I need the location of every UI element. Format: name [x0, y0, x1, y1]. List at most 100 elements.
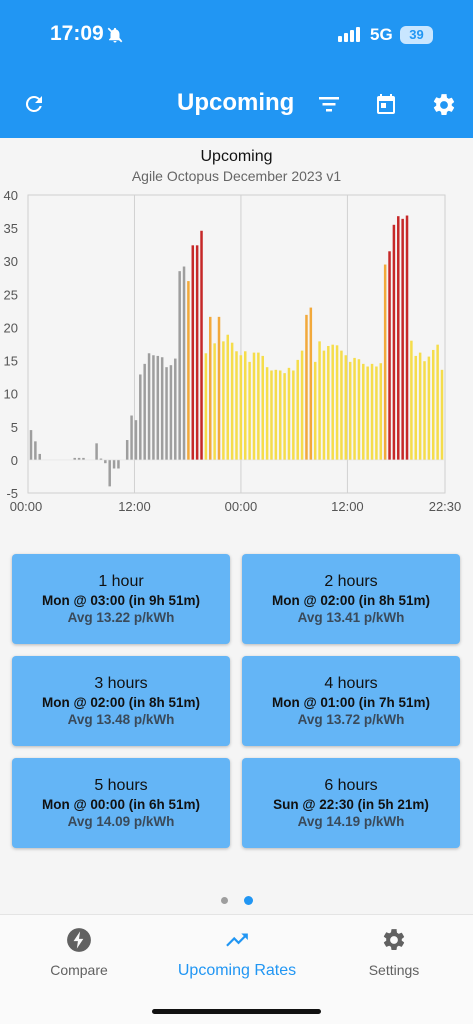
settings-gear-icon[interactable]	[431, 92, 457, 123]
chart-bar	[379, 363, 383, 460]
trending-up-icon	[158, 927, 316, 958]
chart-bar	[174, 358, 177, 460]
x-tick-label: 00:00	[10, 499, 43, 514]
chart-bar	[182, 266, 186, 460]
nav-upcoming-rates[interactable]: Upcoming Rates	[158, 927, 316, 980]
x-tick-label: 22:30	[429, 499, 462, 514]
chart-bar	[274, 369, 278, 460]
chart-bar	[427, 356, 431, 460]
nav-upcoming-label: Upcoming Rates	[177, 962, 297, 979]
chart-bar	[117, 459, 120, 469]
chart-bar	[134, 420, 138, 460]
chart-bar	[261, 355, 264, 460]
chart-bar	[270, 370, 273, 460]
page-dot-1[interactable]	[221, 897, 228, 904]
chart-bar	[77, 457, 81, 460]
card-average-price: Avg 14.09 p/kWh	[67, 814, 175, 829]
chart-bar	[265, 367, 269, 460]
chart-bar	[366, 366, 369, 460]
card-start-time: Mon @ 02:00 (in 8h 51m)	[42, 695, 200, 710]
chart-bar	[248, 361, 251, 460]
chart-bar	[375, 366, 378, 460]
chart-bar	[195, 245, 199, 460]
chart-bar	[340, 350, 343, 460]
filter-icon[interactable]	[317, 92, 341, 121]
chart-bar	[226, 334, 230, 460]
chart-bar	[305, 314, 308, 460]
chart-bar	[370, 363, 374, 460]
page-title: Upcoming	[177, 89, 295, 116]
chart-bar	[156, 355, 160, 460]
nav-settings[interactable]: Settings	[315, 927, 473, 978]
calendar-icon[interactable]	[374, 92, 398, 121]
window-card-1h[interactable]: 1 hour Mon @ 03:00 (in 9h 51m) Avg 13.22…	[12, 554, 230, 644]
chart-bar	[230, 342, 234, 460]
home-indicator	[152, 1009, 321, 1014]
window-card-6h[interactable]: 6 hours Sun @ 22:30 (in 5h 21m) Avg 14.1…	[242, 758, 460, 848]
chart-bar	[414, 355, 418, 460]
lightning-icon	[0, 927, 158, 958]
chart-bar	[383, 264, 387, 460]
x-tick-label: 12:00	[118, 499, 151, 514]
chart-bar	[165, 367, 168, 460]
chart-bar	[222, 341, 225, 460]
chart-bar	[309, 307, 313, 460]
y-tick-label: -5	[6, 486, 18, 501]
y-tick-label: 10	[4, 387, 18, 402]
chart-bar	[353, 357, 356, 460]
card-average-price: Avg 13.72 p/kWh	[297, 712, 405, 727]
bell-muted-icon	[106, 26, 124, 49]
card-start-time: Mon @ 01:00 (in 7h 51m)	[272, 695, 430, 710]
status-bar: 17:09 5G 39	[0, 0, 473, 70]
chart-bar	[169, 365, 173, 460]
chart-bar	[392, 224, 396, 460]
chart-bar	[331, 344, 334, 460]
chart-bar	[130, 415, 133, 460]
chart-bar	[112, 459, 116, 469]
card-average-price: Avg 13.41 p/kWh	[297, 610, 405, 625]
chart-bar	[209, 316, 212, 460]
card-average-price: Avg 13.48 p/kWh	[67, 712, 175, 727]
chart-bar	[405, 215, 409, 460]
window-card-2h[interactable]: 2 hours Mon @ 02:00 (in 8h 51m) Avg 13.4…	[242, 554, 460, 644]
chart-bar	[296, 359, 299, 460]
card-duration: 5 hours	[94, 777, 148, 794]
chart-bar	[423, 361, 426, 460]
chart-bar	[418, 352, 422, 460]
chart-bar	[108, 459, 111, 487]
chart-bar	[432, 349, 435, 460]
chart-bar	[257, 352, 260, 460]
chart-bar	[73, 457, 76, 460]
page-dot-2-active[interactable]	[244, 896, 253, 905]
signal-icon	[338, 27, 360, 42]
y-tick-label: 20	[4, 320, 18, 335]
refresh-icon[interactable]	[22, 92, 46, 121]
nav-compare[interactable]: Compare	[0, 927, 158, 978]
chart-bar	[213, 343, 216, 460]
card-start-time: Mon @ 03:00 (in 9h 51m)	[42, 593, 200, 608]
network-type: 5G	[370, 25, 393, 44]
chart-bar	[191, 245, 195, 460]
chart-bar	[200, 230, 203, 460]
y-tick-label: 30	[4, 254, 18, 269]
cheapest-windows-grid: 1 hour Mon @ 03:00 (in 9h 51m) Avg 13.22…	[12, 554, 462, 848]
chart-bar	[243, 351, 247, 460]
card-start-time: Mon @ 00:00 (in 6h 51m)	[42, 797, 200, 812]
chart-bar	[104, 459, 107, 464]
card-duration: 1 hour	[98, 573, 144, 590]
chart-bar	[82, 457, 85, 460]
window-card-5h[interactable]: 5 hours Mon @ 00:00 (in 6h 51m) Avg 14.0…	[12, 758, 230, 848]
chart-bar	[252, 352, 256, 460]
page-indicator	[221, 896, 253, 905]
card-average-price: Avg 13.22 p/kWh	[67, 610, 175, 625]
bottom-navigation: Compare Upcoming Rates Settings	[0, 914, 473, 1024]
chart-bar	[388, 251, 391, 460]
chart-bar	[147, 353, 151, 460]
chart-bar	[357, 359, 361, 460]
chart-bar	[160, 357, 164, 460]
chart-bar	[29, 430, 33, 460]
chart-bar	[204, 353, 208, 460]
window-card-3h[interactable]: 3 hours Mon @ 02:00 (in 8h 51m) Avg 13.4…	[12, 656, 230, 746]
chart-bar	[152, 355, 155, 460]
window-card-4h[interactable]: 4 hours Mon @ 01:00 (in 7h 51m) Avg 13.7…	[242, 656, 460, 746]
